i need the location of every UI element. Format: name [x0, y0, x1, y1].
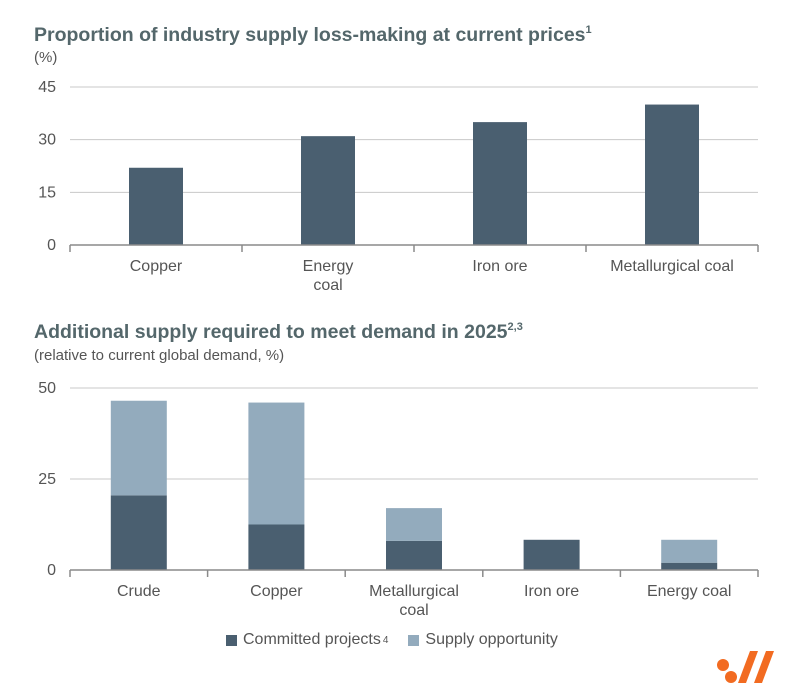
- chart1-title: Proportion of industry supply loss-makin…: [34, 24, 592, 47]
- chart2-legend: Committed projects 4 Supply opportunity: [226, 631, 578, 649]
- legend-swatch-opportunity: [408, 635, 419, 646]
- legend-swatch-committed: [226, 635, 237, 646]
- chart2-title: Additional supply required to meet deman…: [34, 321, 523, 344]
- chart2-xtick-label: Energy coal: [647, 583, 732, 600]
- chart1-xtick-label: Copper: [130, 258, 183, 275]
- chart2-xtick-label: Metallurgical coal: [369, 583, 459, 619]
- chart1-bar: [129, 168, 183, 245]
- chart1-bar: [301, 136, 355, 245]
- chart1-plot: 0 15 30 45 Copper Energy coal Iron ore Metallurg…: [0, 70, 786, 330]
- chart1-ytick-label: 0: [47, 237, 56, 254]
- chart2-title-footnote: 2,3: [508, 321, 523, 333]
- chart2-bar-opportunity: [386, 508, 442, 541]
- chart2-xtick-label: Crude: [117, 583, 161, 600]
- legend-label-opportunity: Supply opportunity: [425, 631, 558, 649]
- chart2-bar-opportunity: [111, 401, 167, 496]
- legend-label-committed-footnote: 4: [383, 635, 389, 646]
- chart1-title-footnote: 1: [586, 24, 592, 36]
- chart1-subtitle: (%): [34, 49, 57, 66]
- chart1-bar: [645, 105, 699, 245]
- chart2-xtick-label: Iron ore: [524, 583, 579, 600]
- chart2-bar-committed: [248, 525, 304, 571]
- chart2-bar-opportunity: [661, 540, 717, 563]
- chart2-title-text: Additional supply required to meet deman…: [34, 321, 508, 343]
- chart2-ytick-label: 25: [38, 471, 56, 488]
- bhp-logo: [714, 645, 774, 685]
- chart1-ytick-label: 15: [38, 184, 56, 201]
- chart2-bar-committed: [386, 541, 442, 570]
- chart2-xtick-label: Copper: [250, 583, 303, 600]
- chart1-xtick-label: Iron ore: [472, 258, 527, 275]
- chart1-ytick-label: 30: [38, 132, 56, 149]
- legend-item-committed: Committed projects 4: [226, 631, 388, 649]
- chart1-ytick-label: 45: [38, 79, 56, 96]
- chart2-bar-committed: [111, 495, 167, 570]
- chart1-xtick-label: Metallurgical coal: [610, 258, 734, 275]
- chart1-bar: [473, 122, 527, 245]
- chart2-bar-committed: [524, 540, 580, 570]
- chart2-subtitle: (relative to current global demand, %): [34, 347, 284, 364]
- chart2-bar-opportunity: [248, 403, 304, 525]
- legend-item-opportunity: Supply opportunity: [408, 631, 558, 649]
- chart2-ytick-label: 0: [47, 562, 56, 579]
- chart2-ytick-label: 50: [38, 380, 56, 397]
- chart1-xtick-label: Energy coal: [303, 258, 354, 294]
- chart2-bar-committed: [661, 563, 717, 570]
- chart2-plot: 0 25 50 Crude Copper Metallurgical coal Iron or…: [0, 370, 786, 625]
- legend-label-committed: Committed projects: [243, 631, 381, 649]
- chart1-title-text: Proportion of industry supply loss-makin…: [34, 24, 586, 46]
